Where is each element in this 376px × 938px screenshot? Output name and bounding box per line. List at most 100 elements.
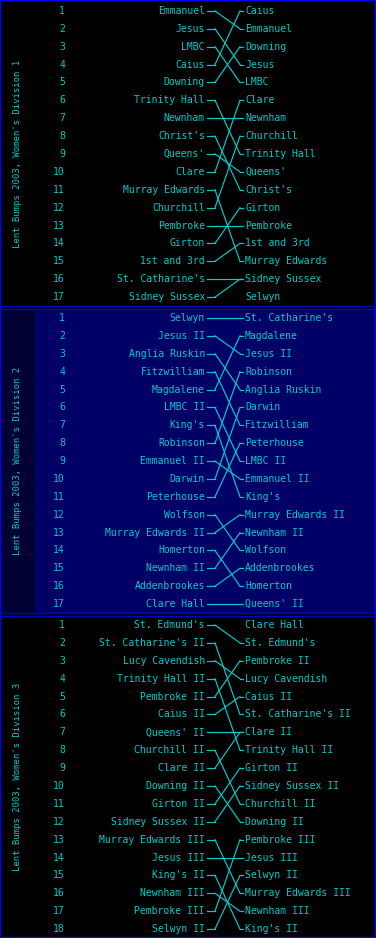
Text: Clare: Clare <box>245 96 274 105</box>
Text: Sidney Sussex II: Sidney Sussex II <box>111 817 205 826</box>
Text: Murray Edwards II: Murray Edwards II <box>245 509 345 520</box>
Text: Homerton: Homerton <box>245 582 292 591</box>
Bar <box>0 616 35 938</box>
Text: 1: 1 <box>59 6 65 16</box>
Text: Trinity Hall II: Trinity Hall II <box>117 673 205 684</box>
Text: 9: 9 <box>59 764 65 773</box>
Text: Jesus III: Jesus III <box>245 853 298 863</box>
Text: 10: 10 <box>53 167 65 177</box>
Text: Girton: Girton <box>245 203 280 213</box>
Text: Girton II: Girton II <box>245 764 298 773</box>
Text: Darwin: Darwin <box>245 402 280 413</box>
Text: Lucy Cavendish: Lucy Cavendish <box>245 673 327 684</box>
Text: 14: 14 <box>53 546 65 555</box>
Text: 13: 13 <box>53 527 65 537</box>
Text: 15: 15 <box>53 564 65 573</box>
Text: Selwyn: Selwyn <box>170 313 205 323</box>
Text: 10: 10 <box>53 474 65 484</box>
Text: Addenbrookes: Addenbrookes <box>135 582 205 591</box>
Text: Emmanuel II: Emmanuel II <box>245 474 309 484</box>
Text: 4: 4 <box>59 367 65 377</box>
Text: 17: 17 <box>53 292 65 302</box>
Text: Caius: Caius <box>245 6 274 16</box>
Text: Magdalene: Magdalene <box>245 331 298 340</box>
Bar <box>35 309 376 613</box>
Text: Fitzwilliam: Fitzwilliam <box>245 420 309 431</box>
Text: Caius II: Caius II <box>245 691 292 702</box>
Text: Caius II: Caius II <box>158 709 205 719</box>
Text: Clare II: Clare II <box>158 764 205 773</box>
Text: 12: 12 <box>53 817 65 826</box>
Text: 4: 4 <box>59 673 65 684</box>
Text: Trinity Hall: Trinity Hall <box>135 96 205 105</box>
Text: St. Edmund's: St. Edmund's <box>135 620 205 630</box>
Text: Jesus: Jesus <box>176 23 205 34</box>
Text: 2: 2 <box>59 23 65 34</box>
Text: Churchill II: Churchill II <box>135 745 205 755</box>
Text: 17: 17 <box>53 599 65 609</box>
Text: 2: 2 <box>59 331 65 340</box>
Text: 3: 3 <box>59 41 65 52</box>
Text: Lent Bumps 2003, Women's Division 3: Lent Bumps 2003, Women's Division 3 <box>13 683 22 871</box>
Text: Homerton: Homerton <box>158 546 205 555</box>
Text: King's: King's <box>170 420 205 431</box>
Text: 9: 9 <box>59 456 65 466</box>
Text: 12: 12 <box>53 509 65 520</box>
Text: Sidney Sussex: Sidney Sussex <box>245 274 321 284</box>
Text: 13: 13 <box>53 835 65 844</box>
Text: Trinity Hall II: Trinity Hall II <box>245 745 333 755</box>
Text: Downing II: Downing II <box>146 781 205 791</box>
Text: Queens': Queens' <box>164 149 205 159</box>
Text: Robinson: Robinson <box>245 367 292 377</box>
Text: Clare Hall: Clare Hall <box>245 620 304 630</box>
Text: LMBC II: LMBC II <box>164 402 205 413</box>
Text: 10: 10 <box>53 781 65 791</box>
Text: 6: 6 <box>59 96 65 105</box>
Text: Murray Edwards III: Murray Edwards III <box>99 835 205 844</box>
Text: Newnham III: Newnham III <box>140 888 205 899</box>
Text: Pembroke: Pembroke <box>158 220 205 231</box>
Text: Sidney Sussex: Sidney Sussex <box>129 292 205 302</box>
Text: Girton: Girton <box>170 238 205 249</box>
Text: LMBC: LMBC <box>245 78 268 87</box>
Text: 17: 17 <box>53 906 65 916</box>
Text: 5: 5 <box>59 78 65 87</box>
Text: Murray Edwards II: Murray Edwards II <box>105 527 205 537</box>
Text: Trinity Hall: Trinity Hall <box>245 149 315 159</box>
Text: Peterhouse: Peterhouse <box>146 492 205 502</box>
Text: 3: 3 <box>59 656 65 666</box>
Bar <box>0 2 35 306</box>
Text: 13: 13 <box>53 220 65 231</box>
Text: Sidney Sussex II: Sidney Sussex II <box>245 781 339 791</box>
Text: Pembroke III: Pembroke III <box>135 906 205 916</box>
Text: Churchill: Churchill <box>152 203 205 213</box>
Text: Queens': Queens' <box>245 167 286 177</box>
Text: 9: 9 <box>59 149 65 159</box>
Text: 1st and 3rd: 1st and 3rd <box>245 238 309 249</box>
Text: Churchill: Churchill <box>245 131 298 141</box>
Text: Murray Edwards III: Murray Edwards III <box>245 888 351 899</box>
Text: 16: 16 <box>53 582 65 591</box>
Text: Addenbrookes: Addenbrookes <box>245 564 315 573</box>
Text: 6: 6 <box>59 402 65 413</box>
Text: St. Catharine's II: St. Catharine's II <box>245 709 351 719</box>
Text: 7: 7 <box>59 727 65 737</box>
Text: 3: 3 <box>59 349 65 358</box>
Text: 1: 1 <box>59 313 65 323</box>
Text: LMBC: LMBC <box>182 41 205 52</box>
Text: 5: 5 <box>59 385 65 395</box>
Text: Anglia Ruskin: Anglia Ruskin <box>245 385 321 395</box>
Text: Newnham II: Newnham II <box>245 527 304 537</box>
Text: St. Catharine's II: St. Catharine's II <box>99 638 205 648</box>
Text: Christ's: Christ's <box>245 185 292 195</box>
Text: Emmanuel: Emmanuel <box>245 23 292 34</box>
Bar <box>0 309 35 613</box>
Text: 1: 1 <box>59 620 65 630</box>
Text: 8: 8 <box>59 745 65 755</box>
Text: 8: 8 <box>59 438 65 448</box>
Bar <box>35 2 376 306</box>
Text: Fitzwilliam: Fitzwilliam <box>140 367 205 377</box>
Text: 4: 4 <box>59 60 65 69</box>
Text: Jesus II: Jesus II <box>158 331 205 340</box>
Text: Pembroke III: Pembroke III <box>245 835 315 844</box>
